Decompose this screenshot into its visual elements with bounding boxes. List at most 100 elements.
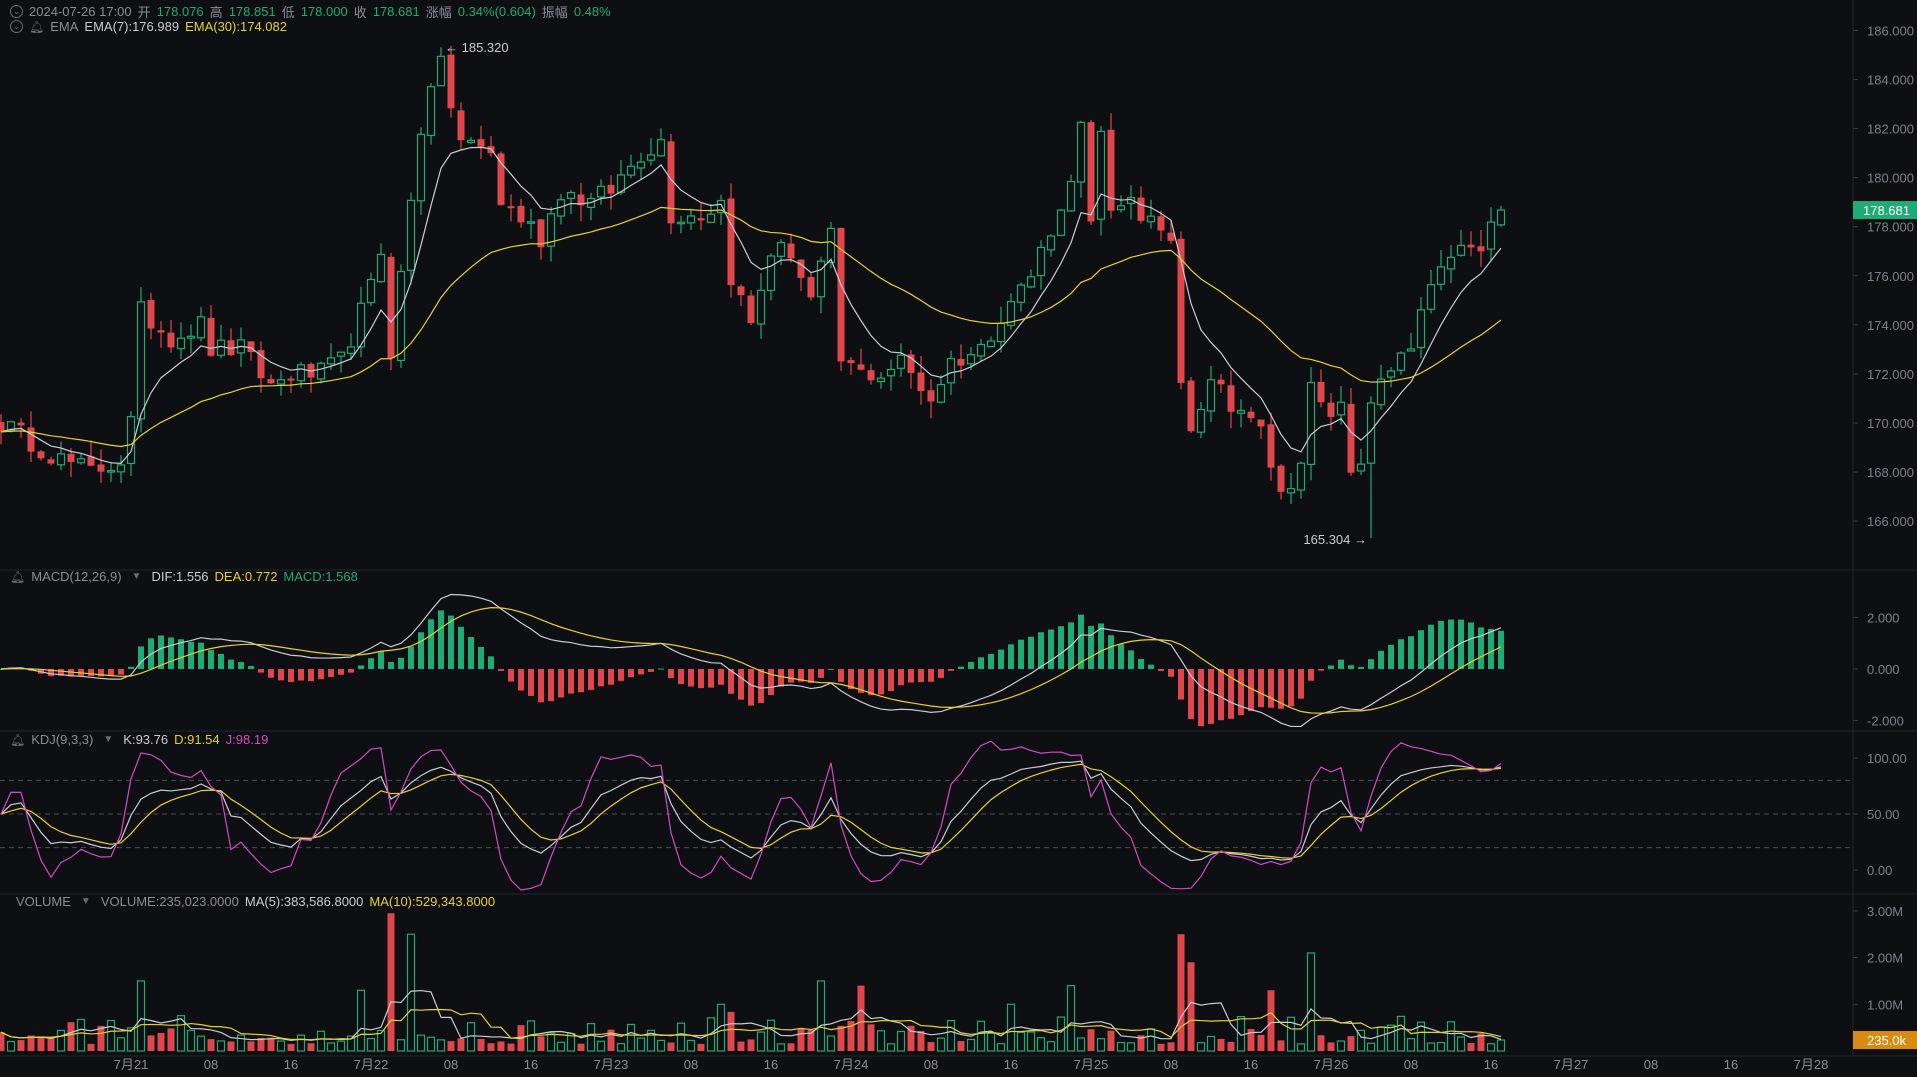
macd-histogram-bar bbox=[208, 650, 214, 669]
time-axis-label: 16 bbox=[764, 1057, 778, 1072]
macd-histogram-bar bbox=[928, 669, 934, 682]
collapse-icon[interactable]: ⌄ bbox=[10, 20, 23, 33]
macd-histogram-bar bbox=[998, 649, 1004, 669]
macd-histogram-bar bbox=[328, 669, 334, 678]
macd-histogram-bar bbox=[1198, 669, 1204, 727]
volume-bar bbox=[596, 1040, 606, 1052]
candle-down bbox=[157, 330, 165, 333]
volume-bar bbox=[126, 1027, 136, 1052]
candle-up bbox=[686, 215, 696, 224]
volume-bar bbox=[1406, 1038, 1416, 1052]
macd-histogram-bar bbox=[1378, 650, 1384, 669]
macd-histogram-bar bbox=[458, 626, 464, 669]
volume-bar bbox=[797, 1028, 805, 1051]
candle-up bbox=[336, 351, 346, 357]
volume-bar bbox=[1066, 985, 1076, 1052]
candle-down bbox=[257, 350, 265, 379]
candle-datetime: 2024-07-26 17:00 bbox=[29, 4, 132, 19]
volume-bar bbox=[257, 1037, 265, 1051]
kdj-indicator-name[interactable]: KDJ(9,3,3) bbox=[31, 732, 94, 747]
candle-up bbox=[416, 133, 426, 202]
dropdown-caret-icon[interactable]: ▼ bbox=[103, 734, 114, 745]
time-axis-label: 08 bbox=[924, 1057, 938, 1072]
candle-up bbox=[1206, 379, 1216, 412]
macd-histogram-bar bbox=[318, 669, 324, 680]
candle-up bbox=[986, 340, 996, 348]
macd-indicator-name[interactable]: MACD(12,26,9) bbox=[31, 569, 122, 584]
candle-up bbox=[766, 255, 776, 292]
time-axis-label: 16 bbox=[524, 1057, 538, 1072]
volume-indicator-name[interactable]: VOLUME bbox=[16, 894, 71, 909]
volume-bar bbox=[287, 1043, 295, 1051]
volume-bar bbox=[1056, 1016, 1066, 1052]
macd-histogram-bar bbox=[1168, 669, 1174, 677]
macd-histogram-bar bbox=[948, 669, 954, 671]
candle-up bbox=[1296, 462, 1306, 491]
candle-down bbox=[67, 453, 75, 462]
bell-icon[interactable]: 🔔︎ bbox=[10, 569, 26, 584]
volume-bar bbox=[766, 1019, 776, 1052]
volume-bar bbox=[1196, 1042, 1206, 1052]
volume-bar bbox=[737, 1041, 745, 1051]
ema-indicator-name[interactable]: EMA bbox=[50, 19, 79, 34]
dropdown-caret-icon[interactable]: ▼ bbox=[131, 571, 142, 582]
volume-bar bbox=[436, 1039, 446, 1052]
volume-bar bbox=[837, 1025, 845, 1051]
volume-bar bbox=[176, 1015, 186, 1052]
volume-axis-label: 3.00M bbox=[1867, 904, 1903, 919]
candle-up bbox=[376, 253, 386, 283]
volume-bar bbox=[196, 1035, 206, 1052]
collapse-icon[interactable]: ⌄ bbox=[10, 5, 23, 18]
current-volume-label: 235.0k bbox=[1867, 1033, 1907, 1048]
bell-icon[interactable]: 🔔︎ bbox=[10, 732, 26, 747]
volume-bar bbox=[326, 1042, 336, 1052]
macd-histogram-bar bbox=[1428, 624, 1434, 669]
macd-histogram-bar bbox=[1348, 665, 1354, 669]
macd-histogram-bar bbox=[688, 669, 694, 687]
volume-bar bbox=[946, 1019, 956, 1052]
volume-bar bbox=[1257, 1034, 1265, 1051]
price-axis-label: 186.000 bbox=[1867, 24, 1914, 39]
candle-up bbox=[76, 458, 86, 464]
macd-histogram-bar bbox=[768, 669, 774, 695]
volume-bar bbox=[376, 1029, 386, 1052]
macd-histogram-bar bbox=[1488, 628, 1494, 669]
candle-down bbox=[517, 205, 525, 223]
candle-up bbox=[566, 191, 576, 200]
macd-histogram-bar bbox=[698, 669, 704, 689]
macd-histogram-bar bbox=[898, 669, 904, 686]
volume-bar bbox=[296, 1034, 306, 1052]
macd-histogram-bar bbox=[1018, 639, 1024, 669]
candle-up bbox=[1336, 401, 1346, 416]
candle-up bbox=[216, 339, 226, 356]
candle-up bbox=[1126, 196, 1136, 205]
volume-bar bbox=[966, 1038, 976, 1052]
volume-bar bbox=[756, 1031, 766, 1052]
volume-ma5-line bbox=[0, 989, 1502, 1041]
volume-bar bbox=[1347, 1036, 1355, 1051]
volume-bar bbox=[537, 1036, 545, 1051]
volume-ma10-value: MA(10):529,343.8000 bbox=[369, 894, 496, 909]
kdj-axis-label: 50.00 bbox=[1867, 807, 1900, 822]
macd-axis-label: 0.000 bbox=[1867, 662, 1900, 677]
candle-up bbox=[1076, 121, 1086, 183]
min-price-annotation: 165.304 → bbox=[1303, 532, 1367, 547]
candle-down bbox=[97, 464, 105, 472]
macd-histogram-bar bbox=[598, 669, 604, 687]
volume-bar bbox=[227, 1041, 235, 1051]
volume-bar bbox=[1356, 1029, 1366, 1052]
time-axis-label: 7月28 bbox=[1794, 1057, 1829, 1072]
price-axis-label: 178.000 bbox=[1867, 220, 1914, 235]
macd-histogram-bar bbox=[118, 669, 124, 675]
candle-up bbox=[1356, 463, 1366, 472]
volume-bar bbox=[616, 1043, 626, 1052]
candle-up bbox=[1036, 246, 1046, 277]
bell-icon[interactable]: 🔔︎ bbox=[29, 19, 45, 34]
volume-bar bbox=[247, 1041, 255, 1051]
volume-bar bbox=[847, 1020, 855, 1051]
candle-up bbox=[676, 221, 686, 225]
macd-histogram-bar bbox=[1468, 622, 1474, 669]
j-line bbox=[0, 740, 1502, 891]
dropdown-caret-icon[interactable]: ▼ bbox=[80, 896, 91, 907]
